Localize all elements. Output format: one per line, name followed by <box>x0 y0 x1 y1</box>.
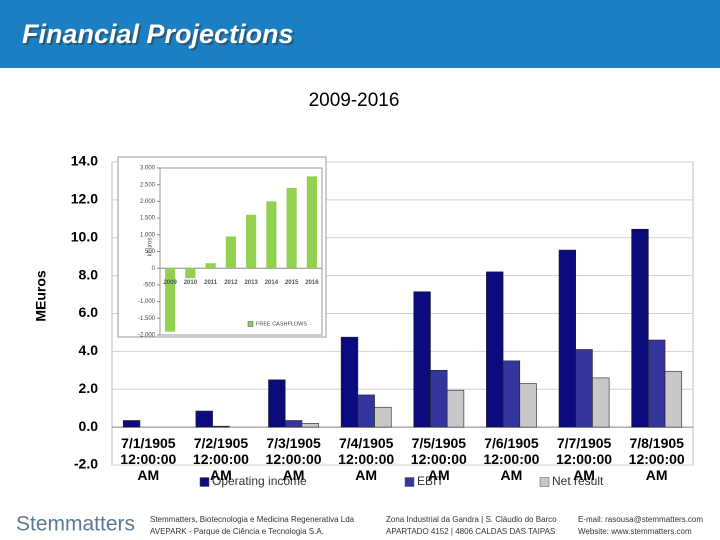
slide-title: Financial Projections <box>22 19 294 49</box>
legend-swatch <box>247 321 254 327</box>
legend-swatch <box>539 477 550 487</box>
footer-text: Stemmatters, Biotecnologia e Medicina Re… <box>150 515 355 524</box>
y-tick-label: -1.000 <box>138 299 156 305</box>
bar <box>306 176 317 269</box>
x-tick-label: 2014 <box>265 280 279 286</box>
bar <box>664 370 683 428</box>
y-axis-label: MEuros <box>33 270 49 322</box>
bar <box>246 214 257 269</box>
bar <box>301 423 319 428</box>
logo: Stemmatters <box>16 513 135 536</box>
y-tick-label: 12.0 <box>71 191 98 207</box>
x-tick-label: 7/4/1905 12:00:00 AM <box>338 435 395 483</box>
footer-text: AVEPARK - Parque de Ciência e Tecnologia… <box>150 527 324 536</box>
y-tick-label: 2.500 <box>140 182 156 188</box>
x-tick-label: 2015 <box>285 280 299 286</box>
legend-label: FREE CASHFLOWS <box>256 321 307 327</box>
bar <box>212 425 230 428</box>
bar <box>486 271 504 428</box>
bar <box>266 201 277 269</box>
y-tick-label: 2.000 <box>140 199 156 205</box>
x-tick-label: 2012 <box>224 280 238 286</box>
x-tick-label: 2010 <box>184 280 198 286</box>
x-tick-label: 7/1/1905 12:00:00 AM <box>120 435 177 483</box>
y-tick-label: 14.0 <box>71 153 98 169</box>
bar <box>648 339 666 428</box>
x-tick-label: 7/8/1905 12:00:00 AM <box>628 435 685 483</box>
bar <box>284 420 303 428</box>
bar <box>413 291 431 428</box>
y-tick-label: -2.000 <box>138 333 156 339</box>
y-tick-label: -500 <box>143 282 156 288</box>
bar <box>357 394 375 428</box>
bar <box>631 228 649 428</box>
bar <box>519 383 537 428</box>
y-axis-label: kEuros <box>148 238 154 257</box>
x-tick-label: 7/5/1905 12:00:00 AM <box>410 435 467 483</box>
legend-swatch <box>404 477 415 487</box>
y-tick-label: 0 <box>152 266 156 272</box>
bar <box>185 268 196 279</box>
bar <box>165 268 176 332</box>
y-tick-label: 8.0 <box>79 266 99 282</box>
bar <box>446 389 465 428</box>
chart-title: 2009-2016 <box>309 90 400 111</box>
footer-text: E-mail: rasousa@stemmatters.com <box>578 515 703 524</box>
legend-label: EBIT <box>417 474 444 488</box>
bar <box>374 406 392 428</box>
bar <box>225 236 236 269</box>
y-tick-label: 6.0 <box>79 304 99 320</box>
x-tick-label: 7/2/1905 12:00:00 AM <box>192 435 249 483</box>
x-tick-label: 2009 <box>163 280 177 286</box>
y-tick-label: 0.0 <box>79 418 99 434</box>
x-tick-label: 2016 <box>305 280 319 286</box>
x-tick-label: 7/3/1905 12:00:00 AM <box>265 435 322 483</box>
bar <box>430 370 448 428</box>
bar <box>558 249 577 428</box>
x-tick-label: 7/7/1905 12:00:00 AM <box>556 435 613 483</box>
legend-label: Operating income <box>212 474 307 488</box>
y-tick-label: -2.0 <box>74 456 98 472</box>
y-tick-label: 1.500 <box>140 216 156 222</box>
header-band <box>0 0 720 68</box>
bar <box>340 336 359 428</box>
bar <box>592 377 610 428</box>
y-tick-label: 10.0 <box>71 228 98 244</box>
title-shadow: Financial Projections <box>24 21 296 51</box>
footer-text: APARTADO 4152 | 4806 CALDAS DAS TAIPAS <box>386 527 555 536</box>
bar <box>195 410 213 428</box>
bar <box>286 188 297 269</box>
y-tick-label: 1.000 <box>140 232 156 238</box>
bar <box>205 263 216 269</box>
plot-area <box>159 167 323 336</box>
y-tick-label: 3.000 <box>140 166 156 172</box>
y-tick-label: 500 <box>145 249 156 255</box>
y-tick-label: -1.500 <box>138 316 156 322</box>
bar <box>268 379 286 428</box>
bar <box>502 360 521 428</box>
y-tick-label: 4.0 <box>79 342 99 358</box>
footer-text: Website: www.stemmatters.com <box>578 527 692 536</box>
x-tick-label: 2011 <box>204 280 218 286</box>
bar <box>122 420 141 428</box>
footer-text: Zona Industrial da Gandra | S. Cláudio d… <box>386 515 557 524</box>
legend-swatch <box>199 477 210 487</box>
x-tick-label: 2013 <box>244 280 258 286</box>
y-tick-label: 2.0 <box>79 380 99 396</box>
x-tick-label: 7/6/1905 12:00:00 AM <box>483 435 540 483</box>
legend-label: Net result <box>552 474 604 488</box>
bar <box>575 349 593 428</box>
